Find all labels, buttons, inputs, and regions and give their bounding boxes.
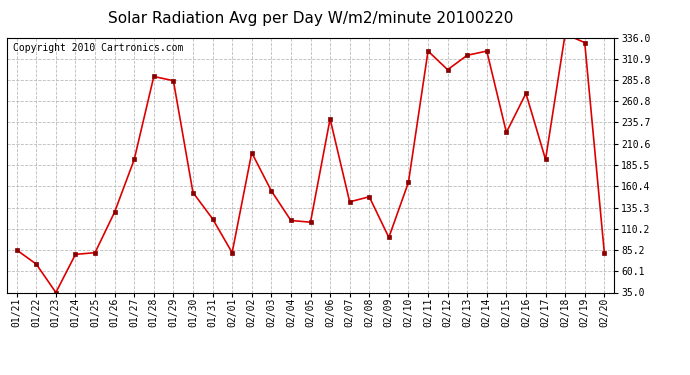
Text: Copyright 2010 Cartronics.com: Copyright 2010 Cartronics.com	[13, 43, 184, 52]
Text: Solar Radiation Avg per Day W/m2/minute 20100220: Solar Radiation Avg per Day W/m2/minute …	[108, 11, 513, 26]
